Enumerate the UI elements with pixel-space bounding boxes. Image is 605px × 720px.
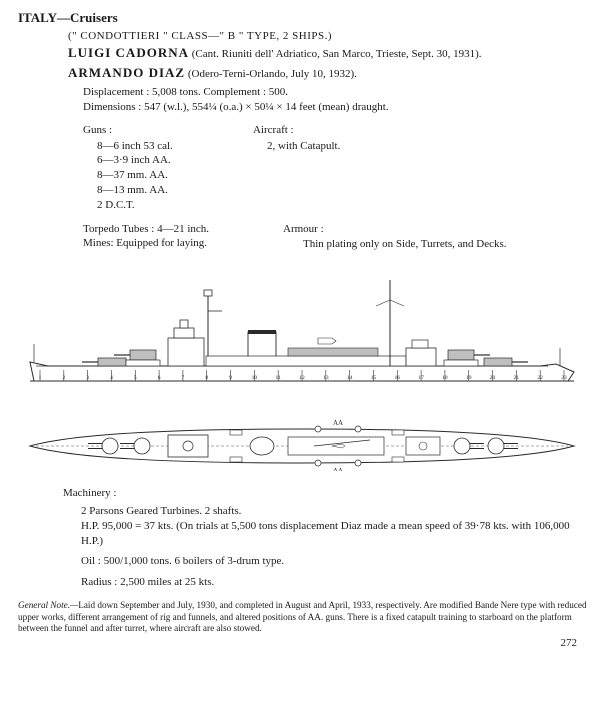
aircraft-detail: 2, with Catapult. bbox=[253, 139, 587, 154]
ship-detail-2: (Odero-Terni-Orlando, July 10, 1932). bbox=[188, 68, 357, 80]
svg-text:2: 2 bbox=[62, 375, 65, 381]
note-label: General Note.— bbox=[18, 600, 78, 610]
svg-text:4: 4 bbox=[110, 375, 113, 381]
gun-item: 8—6 inch 53 cal. bbox=[97, 139, 253, 154]
ship-entry-1: LUIGI CADORNA (Cant. Riuniti dell' Adria… bbox=[68, 45, 587, 61]
gun-item: 8—37 mm. AA. bbox=[97, 168, 253, 183]
page-header: ITALY—Cruisers bbox=[18, 10, 587, 26]
machinery-turbines: 2 Parsons Geared Turbines. 2 shafts. bbox=[81, 504, 587, 519]
gun-item: 6—3·9 inch AA. bbox=[97, 153, 253, 168]
svg-text:9: 9 bbox=[229, 375, 232, 381]
svg-text:13: 13 bbox=[323, 375, 329, 381]
svg-text:18: 18 bbox=[442, 375, 448, 381]
gun-item: 2 D.C.T. bbox=[97, 198, 253, 213]
ship-entry-2: ARMANDO DIAZ (Odero-Terni-Orlando, July … bbox=[68, 65, 587, 81]
svg-text:8: 8 bbox=[205, 375, 208, 381]
ship-name-2: ARMANDO DIAZ bbox=[68, 65, 185, 80]
armour-label: Armour : bbox=[283, 223, 587, 235]
svg-text:15: 15 bbox=[371, 375, 377, 381]
page-number: 272 bbox=[18, 637, 587, 649]
ship-detail-1: (Cant. Riuniti dell' Adriatico, San Marc… bbox=[192, 48, 482, 60]
svg-text:7: 7 bbox=[182, 375, 185, 381]
svg-text:AA: AA bbox=[333, 419, 343, 427]
gun-item: 8—13 mm. AA. bbox=[97, 183, 253, 198]
torpedo-tubes: Torpedo Tubes : 4—21 inch. bbox=[83, 223, 283, 235]
machinery-radius: Radius : 2,500 miles at 25 kts. bbox=[81, 575, 587, 590]
svg-text:11: 11 bbox=[276, 375, 282, 381]
aircraft-label: Aircraft : bbox=[253, 123, 587, 138]
svg-text:AA: AA bbox=[333, 467, 343, 471]
svg-text:1: 1 bbox=[39, 375, 42, 381]
ship-name-1: LUIGI CADORNA bbox=[68, 45, 189, 60]
dimensions: Dimensions : 547 (w.l.), 554¼ (o.a.) × 5… bbox=[83, 100, 587, 115]
svg-text:21: 21 bbox=[514, 375, 520, 381]
svg-text:16: 16 bbox=[395, 375, 401, 381]
class-line: (" CONDOTTIERI " CLASS—" B " TYPE, 2 SHI… bbox=[68, 30, 587, 42]
guns-label: Guns : bbox=[83, 123, 253, 138]
svg-text:12: 12 bbox=[299, 375, 305, 381]
machinery-oil: Oil : 500/1,000 tons. 6 boilers of 3-dru… bbox=[81, 554, 587, 569]
ship-diagram: 1234567891011121314151617181920212223AAA… bbox=[18, 261, 587, 476]
svg-text:23: 23 bbox=[561, 375, 567, 381]
note-body: Laid down September and July, 1930, and … bbox=[18, 600, 587, 633]
svg-text:10: 10 bbox=[252, 375, 258, 381]
svg-text:5: 5 bbox=[134, 375, 137, 381]
mines: Mines: Equipped for laying. bbox=[83, 237, 283, 251]
svg-text:6: 6 bbox=[158, 375, 161, 381]
armour-detail: Thin plating only on Side, Turrets, and … bbox=[283, 237, 587, 251]
svg-text:20: 20 bbox=[490, 375, 496, 381]
general-note: General Note.—Laid down September and Ju… bbox=[18, 600, 587, 635]
svg-text:14: 14 bbox=[347, 375, 353, 381]
svg-text:22: 22 bbox=[537, 375, 543, 381]
svg-text:3: 3 bbox=[86, 375, 89, 381]
svg-text:19: 19 bbox=[466, 375, 472, 381]
machinery-label: Machinery : bbox=[63, 486, 587, 501]
machinery-hp: H.P. 95,000 = 37 kts. (On trials at 5,50… bbox=[81, 519, 587, 549]
displacement: Displacement : 5,008 tons. Complement : … bbox=[83, 85, 587, 100]
svg-text:17: 17 bbox=[418, 375, 424, 381]
